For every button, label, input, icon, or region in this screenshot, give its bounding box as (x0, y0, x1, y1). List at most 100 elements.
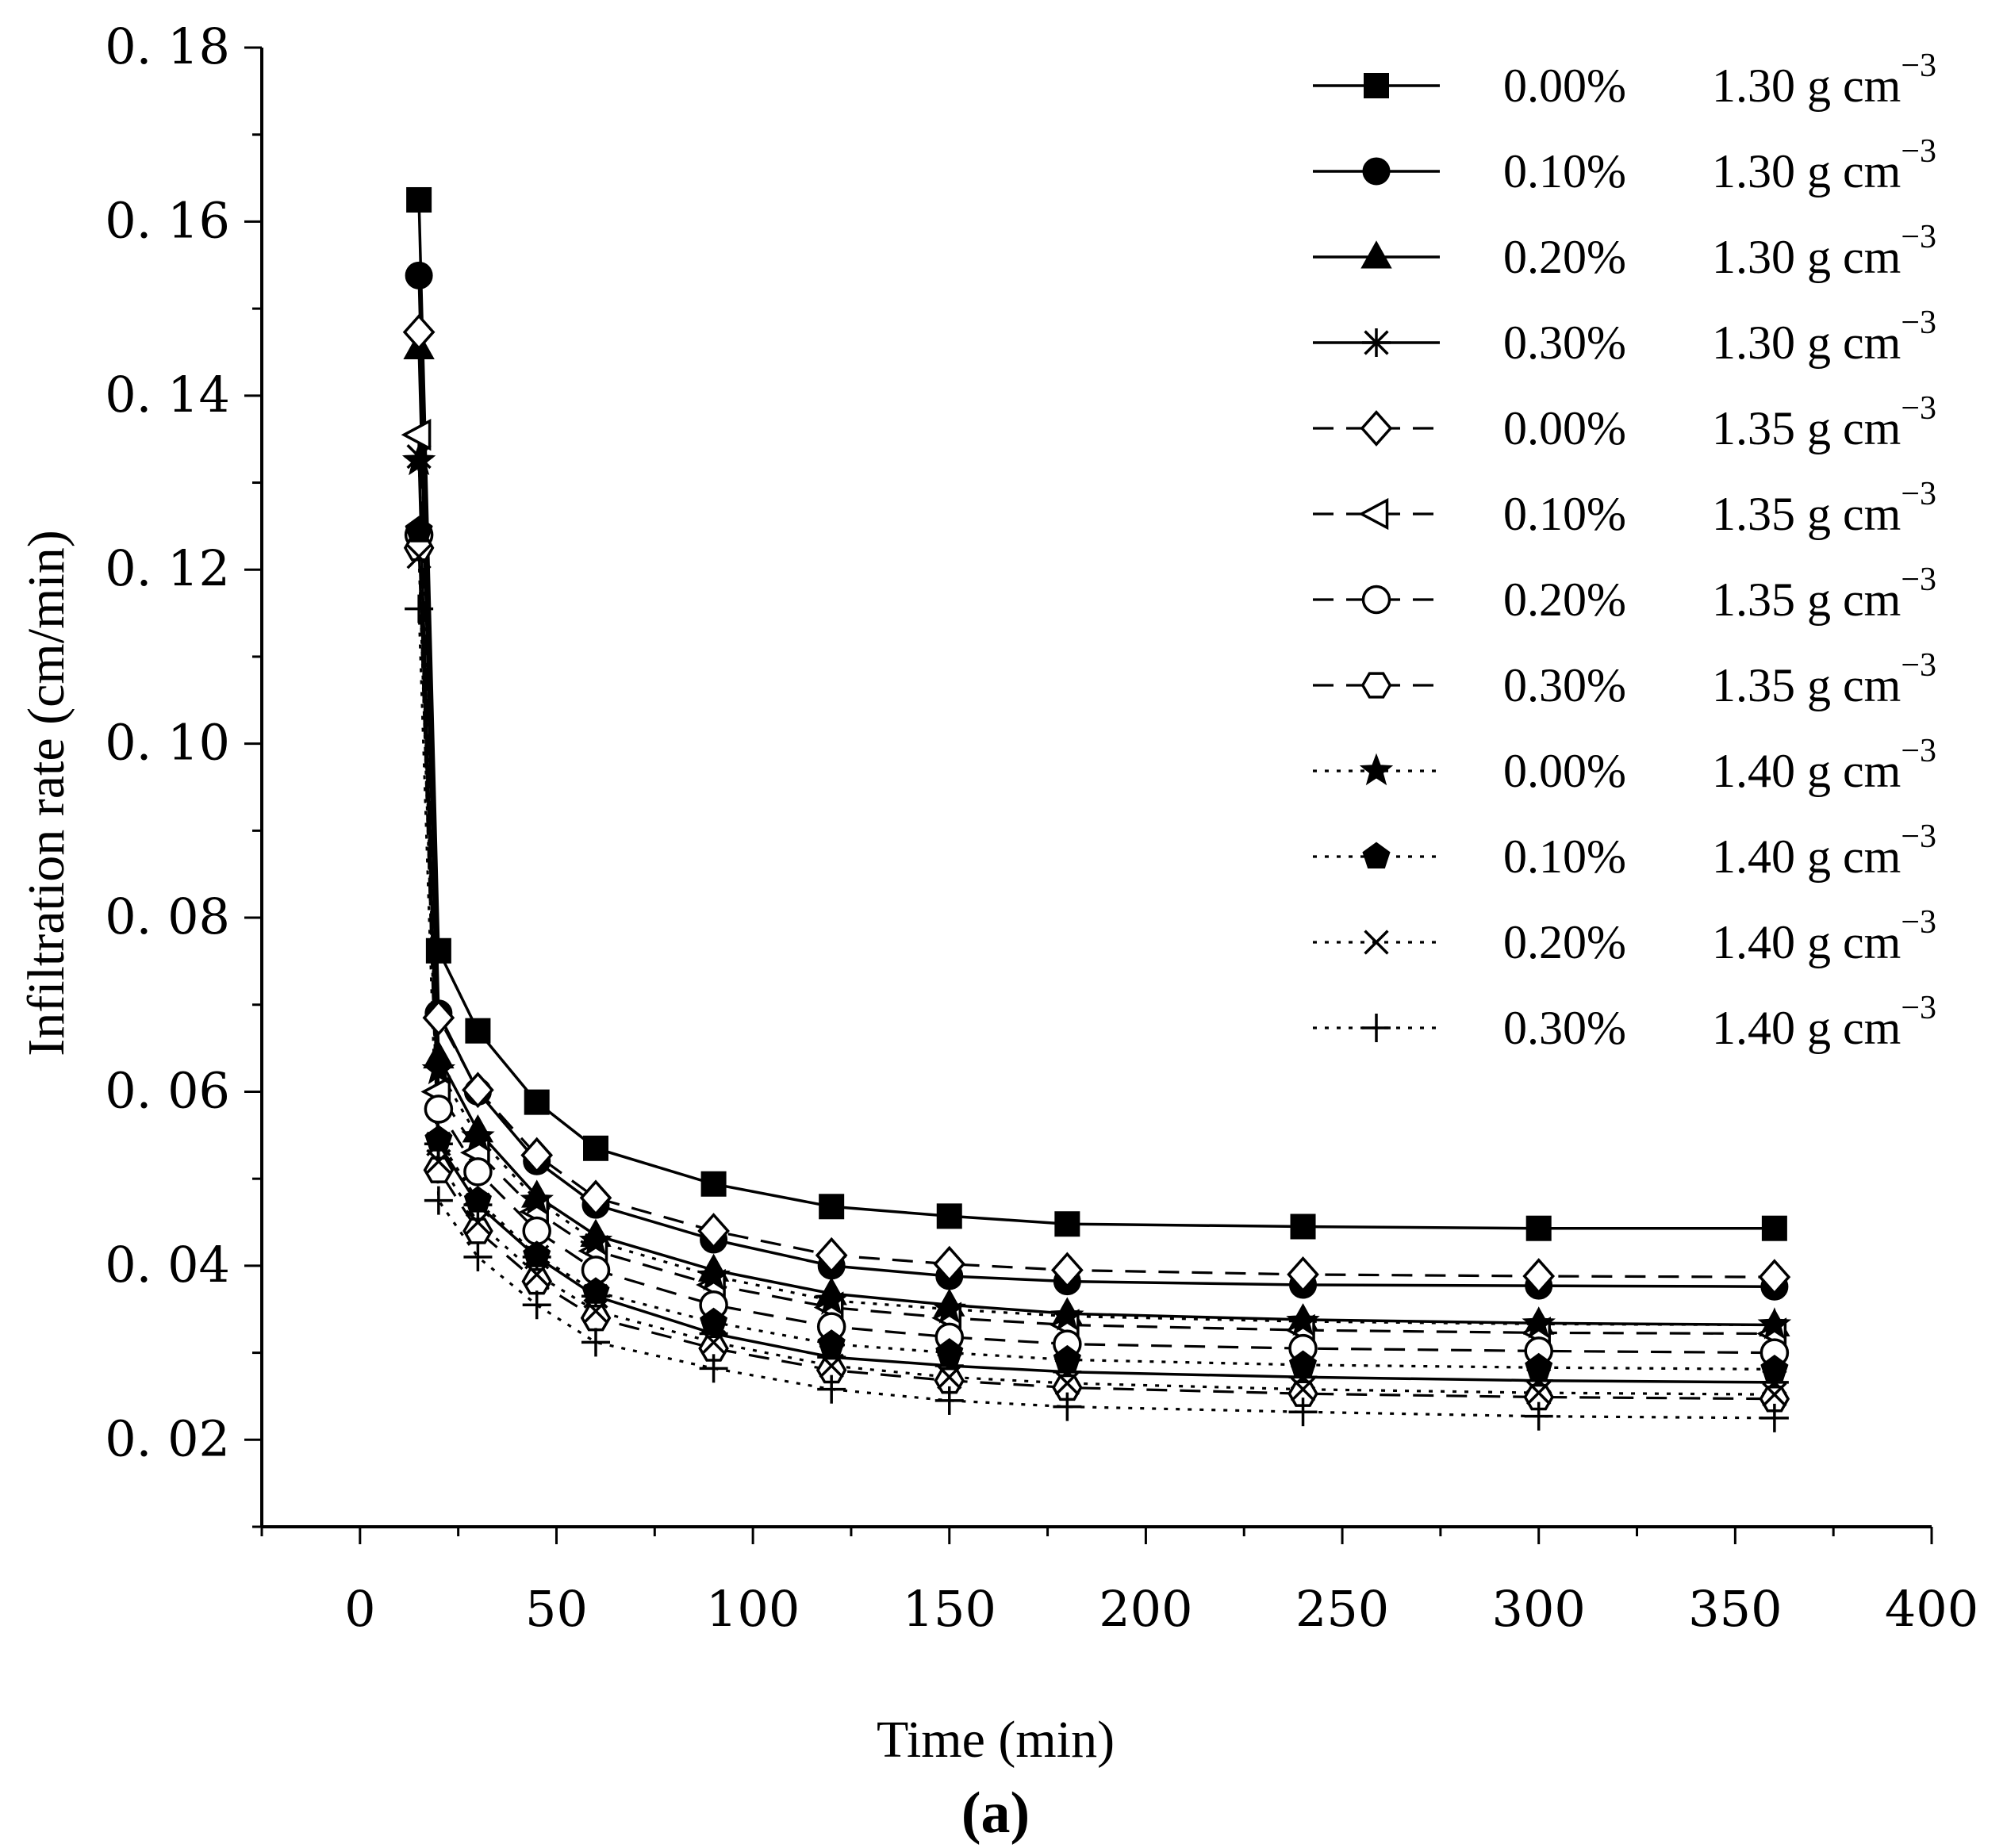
series-line-1 (417, 199, 1775, 1230)
x-tick-label: 150 (903, 1580, 996, 1638)
data-point-s5 (520, 1137, 554, 1174)
data-point-s12 (934, 1386, 964, 1415)
data-point-s9 (1050, 1298, 1084, 1331)
legend-marker (1364, 73, 1389, 98)
data-point-s9 (697, 1258, 731, 1291)
legend-label: 0.10% (1503, 830, 1626, 883)
legend-density: 1.30 g cm−3 (1712, 133, 1936, 197)
legend-entry: 0.10% 1.30 g cm−3 (1313, 133, 1936, 197)
legend-density-value: 1.40 g cm (1712, 916, 1901, 968)
marker-stroke (524, 1262, 550, 1287)
series-line-2 (417, 275, 1775, 1288)
y-tick-label: 0. 04 (105, 1236, 230, 1294)
legend-density-value: 1.35 g cm (1712, 402, 1901, 454)
legend-density: 1.35 g cm−3 (1712, 647, 1936, 711)
legend-density-exponent: −3 (1901, 305, 1936, 341)
y-tick-label: 0. 12 (105, 539, 230, 597)
data-point-s1 (583, 1135, 608, 1161)
legend-density: 1.30 g cm−3 (1712, 305, 1936, 369)
series-line-5 (417, 332, 1775, 1279)
data-point-s1 (1054, 1211, 1080, 1237)
data-point-s9 (401, 443, 436, 476)
legend-density: 1.40 g cm−3 (1712, 990, 1936, 1054)
data-point-s5 (1522, 1258, 1556, 1294)
data-point-s7 (522, 1216, 551, 1246)
marker-stroke (1364, 930, 1389, 955)
marker-stroke (819, 1353, 844, 1378)
data-point-s10 (1288, 1350, 1318, 1377)
data-point-s10 (700, 1307, 728, 1335)
marker-stroke (406, 544, 432, 569)
data-point-s11 (524, 1262, 550, 1287)
legend-marker (1360, 410, 1393, 447)
data-point-s1 (1290, 1213, 1316, 1240)
data-point-s12 (405, 594, 434, 623)
legend-marker (1362, 328, 1391, 357)
data-point-s10 (405, 516, 433, 543)
data-point-s11 (465, 1210, 491, 1235)
marker-stroke (937, 1364, 962, 1390)
legend-label: 0.20% (1503, 231, 1626, 283)
y-axis-title: Infiltration rate (cm/min) (17, 530, 75, 1056)
data-point-s12 (522, 1290, 551, 1320)
legend-label: 0.30% (1503, 1002, 1626, 1054)
data-point-s1 (425, 937, 451, 964)
data-point-s11 (1762, 1382, 1787, 1407)
legend-label: 0.00% (1503, 59, 1626, 112)
data-point-s12 (1053, 1392, 1082, 1421)
series-markers (401, 186, 1792, 1432)
data-point-s11 (406, 544, 432, 569)
x-tick-label: 400 (1885, 1580, 1978, 1638)
y-tick-label: 0. 02 (105, 1409, 230, 1467)
legend-entry: 0.30% 1.40 g cm−3 (1313, 990, 1936, 1054)
legend-density-value: 1.40 g cm (1712, 745, 1901, 797)
marker-stroke (1054, 1371, 1080, 1396)
data-point-s5 (815, 1236, 848, 1274)
data-point-s1 (406, 186, 432, 213)
data-point-s9 (578, 1223, 613, 1256)
legend-density-exponent: −3 (1901, 133, 1936, 170)
data-point-s1 (819, 1194, 845, 1220)
axes: 0 50 100 150 200 250 300 350 400 0. 02 0. 04 0. 06 0… (105, 17, 1978, 1638)
y-tick-label: 0. 14 (105, 366, 230, 424)
legend-density-exponent: −3 (1901, 819, 1936, 855)
data-point-s9 (1757, 1307, 1792, 1340)
data-point-s10 (935, 1338, 964, 1365)
legend-entry: 0.20% 1.30 g cm−3 (1313, 219, 1936, 283)
legend-density-exponent: −3 (1901, 476, 1936, 512)
legend: 0.00% 1.30 g cm−30.10% 1.30 g cm−30.20% 1.3… (1313, 48, 1936, 1054)
data-point-s5 (1051, 1252, 1084, 1289)
data-point-s11 (1526, 1380, 1552, 1405)
data-point-s9 (421, 1052, 456, 1085)
legend-marker (1362, 157, 1391, 186)
legend-entry: 0.20% 1.35 g cm−3 (1313, 562, 1936, 626)
legend-entry: 0.10% 1.40 g cm−3 (1313, 819, 1936, 883)
x-tick-label: 200 (1099, 1580, 1192, 1638)
data-point-s5 (422, 999, 455, 1037)
legend-marker (1359, 753, 1394, 786)
data-point-s5 (697, 1213, 730, 1249)
x-tick-label: 50 (525, 1580, 588, 1638)
legend-entry: 0.20% 1.40 g cm−3 (1313, 904, 1936, 968)
data-point-s9 (1522, 1306, 1556, 1339)
legend-density-value: 1.35 g cm (1712, 573, 1901, 626)
data-point-s12 (1759, 1403, 1789, 1432)
data-point-s7 (424, 1095, 454, 1124)
legend-marker (1360, 240, 1392, 269)
legend-density-exponent: −3 (1901, 647, 1936, 684)
y-tick-label: 0. 18 (105, 17, 230, 75)
data-point-s12 (463, 1242, 493, 1271)
legend-entry: 0.10% 1.35 g cm−3 (1313, 476, 1936, 540)
legend-density: 1.40 g cm−3 (1712, 904, 1936, 968)
data-point-s10 (1053, 1344, 1081, 1372)
data-point-s1 (700, 1171, 727, 1197)
data-point-s9 (1286, 1303, 1320, 1336)
legend-marker (1360, 672, 1392, 699)
series-line-3 (417, 347, 1775, 1327)
data-point-s12 (581, 1328, 610, 1357)
legend-marker (1358, 497, 1389, 531)
legend-density-value: 1.30 g cm (1712, 59, 1901, 112)
legend-density-value: 1.40 g cm (1712, 1002, 1901, 1054)
legend-density-value: 1.30 g cm (1712, 231, 1901, 283)
